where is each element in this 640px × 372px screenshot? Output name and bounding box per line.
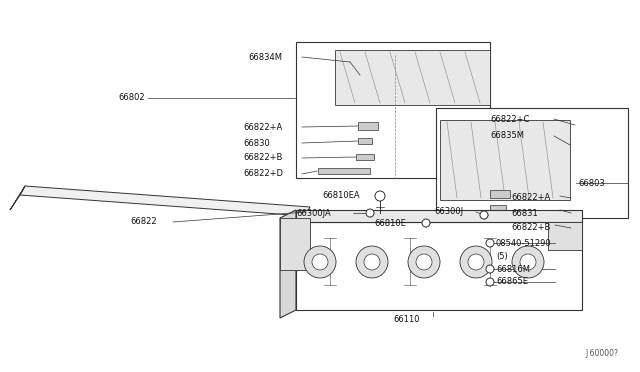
Text: 66822+B: 66822+B — [511, 224, 550, 232]
Polygon shape — [20, 186, 310, 216]
Polygon shape — [10, 186, 25, 210]
Circle shape — [422, 219, 430, 227]
Circle shape — [356, 246, 388, 278]
Circle shape — [304, 246, 336, 278]
Circle shape — [416, 254, 432, 270]
Polygon shape — [490, 205, 506, 211]
Polygon shape — [335, 50, 490, 105]
Polygon shape — [280, 218, 310, 270]
Circle shape — [486, 278, 494, 286]
Polygon shape — [440, 120, 570, 200]
Circle shape — [364, 254, 380, 270]
Text: 66300J: 66300J — [434, 208, 463, 217]
Text: 66810E: 66810E — [374, 218, 406, 228]
Polygon shape — [358, 122, 378, 130]
Text: 66110: 66110 — [393, 314, 419, 324]
Text: 66834M: 66834M — [248, 52, 282, 61]
Text: 66831: 66831 — [511, 208, 538, 218]
Circle shape — [408, 246, 440, 278]
Circle shape — [468, 254, 484, 270]
Polygon shape — [280, 210, 296, 318]
Text: 08540-51290: 08540-51290 — [496, 238, 552, 247]
Text: 66865E: 66865E — [496, 278, 528, 286]
Text: 66822: 66822 — [130, 218, 157, 227]
Text: 66822+A: 66822+A — [243, 122, 282, 131]
Circle shape — [520, 254, 536, 270]
Text: 66822+C: 66822+C — [490, 115, 529, 124]
Polygon shape — [296, 222, 582, 310]
Circle shape — [460, 246, 492, 278]
Polygon shape — [296, 210, 582, 222]
Text: 66300JA: 66300JA — [296, 208, 331, 218]
Text: 66810EA: 66810EA — [322, 190, 360, 199]
Circle shape — [486, 265, 494, 273]
Circle shape — [312, 254, 328, 270]
Circle shape — [366, 209, 374, 217]
Circle shape — [486, 239, 494, 247]
Text: 66822+D: 66822+D — [243, 170, 283, 179]
Circle shape — [512, 246, 544, 278]
Polygon shape — [358, 138, 372, 144]
Circle shape — [480, 211, 488, 219]
Polygon shape — [296, 42, 490, 178]
Text: 66816M: 66816M — [496, 264, 530, 273]
Text: 66822+B: 66822+B — [243, 154, 282, 163]
Polygon shape — [490, 190, 510, 198]
Text: 66835M: 66835M — [490, 131, 524, 141]
Polygon shape — [436, 108, 628, 218]
Polygon shape — [318, 168, 370, 174]
Polygon shape — [548, 222, 582, 250]
Circle shape — [375, 191, 385, 201]
Text: 66803: 66803 — [578, 179, 605, 187]
Text: J 60000?: J 60000? — [585, 349, 618, 358]
Polygon shape — [356, 154, 374, 160]
Text: 66802: 66802 — [118, 93, 145, 103]
Text: 66830: 66830 — [243, 138, 269, 148]
Text: (5): (5) — [496, 251, 508, 260]
Text: 66822+A: 66822+A — [511, 193, 550, 202]
